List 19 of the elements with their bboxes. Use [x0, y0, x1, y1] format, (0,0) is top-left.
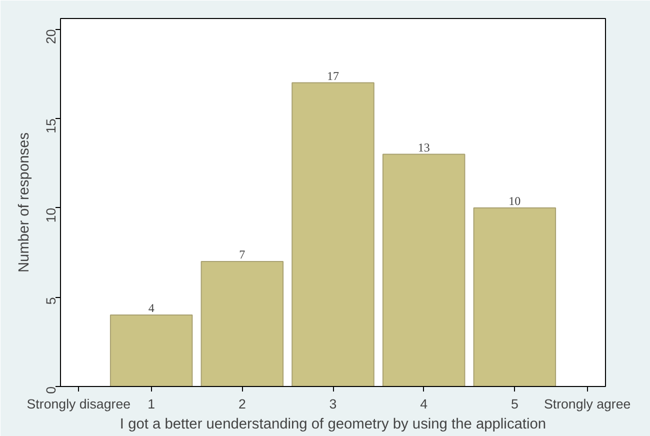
y-tick-label: 10 — [44, 208, 58, 223]
data-label: 4 — [148, 301, 154, 316]
x-tick-label: Strongly disagree — [26, 396, 131, 412]
y-tick-label: 15 — [44, 118, 58, 134]
data-label: 17 — [327, 68, 339, 83]
x-tick-label: 4 — [420, 396, 428, 412]
x-tick-label: Strongly agree — [544, 396, 631, 412]
y-tick-label: 0 — [44, 386, 58, 394]
data-label: 10 — [508, 194, 521, 208]
x-axis-title: I got a better uenderstanding of geometry by using the application — [120, 416, 546, 432]
y-tick-label: 20 — [44, 29, 58, 44]
y-axis-title: Number of responses — [16, 132, 32, 273]
data-label: 7 — [239, 247, 246, 262]
x-tick-label: 3 — [329, 396, 337, 412]
x-tick-label: 2 — [238, 396, 246, 412]
y-tick-label: 5 — [44, 297, 58, 305]
x-tick-label: 1 — [148, 396, 156, 412]
x-tick-label: 5 — [510, 396, 518, 412]
data-label: 13 — [418, 140, 430, 154]
